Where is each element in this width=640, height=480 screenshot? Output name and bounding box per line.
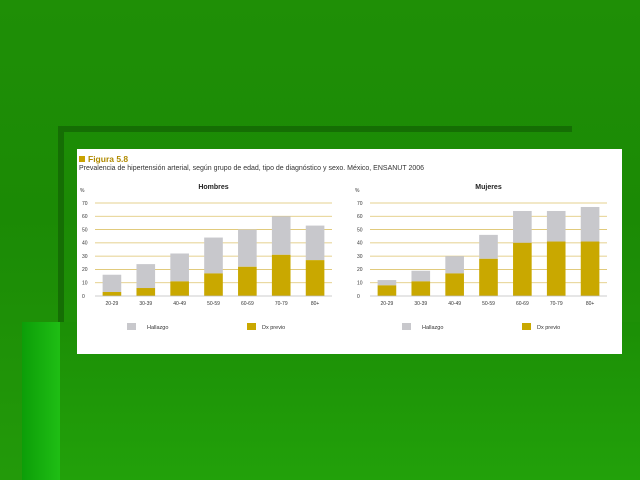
bar-hallazgo-80 [305,225,325,261]
y-tick-label: 40 [357,241,363,247]
chart-hombres: Hombres% 0 10 20 30 40 50 60 70 20-29 30-39 40-49 50… [80,184,332,331]
y-tick-label: 10 [82,281,88,287]
bar-dx-previo-20-29 [102,292,122,296]
y-tick-label: 70 [357,201,363,207]
y-tick-label: 30 [82,254,88,260]
legend-swatch-dx-previo [247,323,256,330]
bar-dx-previo-30-39 [136,288,156,296]
y-tick-label: 70 [82,201,88,207]
bar-dx-previo-70-79 [271,254,291,296]
bar-hallazgo-60-69 [513,210,532,243]
bar-hallazgo-80 [580,206,600,242]
y-tick-label: 30 [357,254,363,260]
bar-hallazgo-40-49 [170,253,189,282]
legend-swatch-hallazgo [127,323,136,330]
chart-title: Mujeres [475,184,502,191]
y-tick-label: 50 [82,227,88,233]
x-tick-label: 60-69 [516,301,529,307]
bar-dx-previo-40-49 [170,281,189,296]
chart-mujeres: Mujeres% 0 10 20 30 40 50 60 70 20-29 30-39 40-49 50… [355,184,607,331]
bar-hallazgo-20-29 [377,280,397,286]
bar-dx-previo-60-69 [513,242,532,296]
x-tick-label: 80+ [311,301,320,307]
y-tick-label: 20 [357,267,363,273]
bar-dx-previo-50-59 [479,258,498,296]
decorative-band-top [62,126,572,132]
x-tick-label: 40-49 [448,301,461,307]
figure-panel: Figura 5.8 Prevalencia de hipertensión a… [77,149,622,354]
x-tick-label: 30-39 [139,301,152,307]
y-tick-label: 50 [357,227,363,233]
bar-hallazgo-50-59 [204,237,223,274]
bar-dx-previo-70-79 [546,241,566,296]
x-tick-label: 80+ [586,301,595,307]
y-tick-label: 0 [357,294,360,300]
x-tick-label: 30-39 [414,301,427,307]
bar-dx-previo-80 [580,241,600,296]
figure-label: Figura 5.8 [79,154,128,164]
bar-dx-previo-50-59 [204,273,223,296]
y-tick-label: 10 [357,281,363,287]
bar-dx-previo-80 [305,260,325,296]
x-tick-label: 20-29 [106,301,119,307]
bar-hallazgo-30-39 [136,264,156,289]
x-tick-label: 70-79 [550,301,563,307]
bar-hallazgo-70-79 [546,210,566,242]
y-axis-label: % [80,188,85,194]
chart-title: Hombres [198,184,228,191]
x-tick-label: 50-59 [207,301,220,307]
y-tick-label: 20 [82,267,88,273]
x-tick-label: 40-49 [173,301,186,307]
legend-swatch-hallazgo [402,323,411,330]
y-tick-label: 60 [357,214,363,220]
bar-hallazgo-40-49 [445,256,464,274]
legend-swatch-dx-previo [522,323,531,330]
bar-dx-previo-20-29 [377,285,397,296]
y-axis-label: % [355,188,360,194]
legend-label-dx-previo: Dx previo [262,325,285,331]
x-tick-label: 70-79 [275,301,288,307]
x-tick-label: 60-69 [241,301,254,307]
bar-dx-previo-60-69 [238,266,257,296]
x-tick-label: 50-59 [482,301,495,307]
bar-dx-previo-40-49 [445,273,464,296]
bar-hallazgo-60-69 [238,229,257,267]
y-tick-label: 60 [82,214,88,220]
bar-dx-previo-30-39 [411,281,431,296]
figure-caption: Prevalencia de hipertensión arterial, se… [79,165,425,172]
y-tick-label: 40 [82,241,88,247]
legend-label-hallazgo: Hallazgo [147,325,168,331]
bar-hallazgo-70-79 [271,216,291,255]
x-tick-label: 20-29 [381,301,394,307]
decorative-block-left [22,322,62,480]
bar-hallazgo-20-29 [102,274,122,293]
bar-hallazgo-50-59 [479,234,498,259]
decorative-band-left [58,126,64,326]
figure-label-text: Figura 5.8 [88,154,129,164]
legend-label-dx-previo: Dx previo [537,325,560,331]
bar-hallazgo-30-39 [411,270,431,282]
figure-square-icon [79,156,85,162]
y-tick-label: 0 [82,294,85,300]
legend-label-hallazgo: Hallazgo [422,325,443,331]
